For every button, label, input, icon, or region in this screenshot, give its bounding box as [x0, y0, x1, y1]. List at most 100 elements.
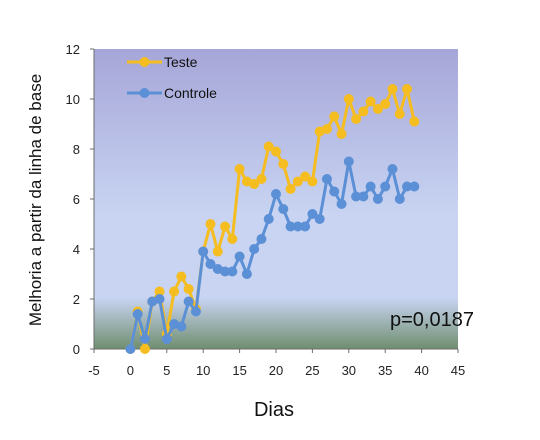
data-point-controle [365, 181, 376, 192]
x-tick-label: 0 [127, 363, 134, 378]
data-point-teste [183, 284, 194, 294]
data-point-teste [351, 114, 362, 124]
data-point-controle [161, 334, 172, 344]
data-point-teste [394, 109, 405, 119]
axes: -5 0 5 10 15 20 25 30 35 40 45 0 2 4 6 8 10 12 [66, 42, 466, 378]
legend-item-controle: Controle [127, 85, 217, 101]
data-point-controle [285, 221, 296, 232]
x-tick-label: -5 [88, 363, 100, 378]
data-point-teste [321, 124, 332, 134]
data-point-teste [380, 99, 391, 109]
data-point-controle [205, 259, 216, 269]
data-point-controle [336, 199, 347, 209]
data-point-controle [292, 221, 303, 232]
data-point-teste [372, 104, 383, 114]
data-point-controle [132, 309, 143, 319]
y-tick-label: 4 [73, 242, 80, 257]
data-point-controle [125, 344, 136, 354]
data-point-teste [402, 84, 413, 94]
x-tick-label: 15 [232, 363, 246, 378]
series-controle [125, 156, 420, 354]
legend-item-teste: Teste [127, 54, 198, 70]
data-point-teste [249, 179, 260, 189]
data-point-controle [176, 321, 187, 332]
data-point-teste [220, 221, 231, 232]
data-point-controle [402, 181, 413, 192]
data-point-teste [278, 159, 289, 169]
data-point-teste [227, 234, 238, 244]
y-tick-label: 8 [73, 142, 80, 157]
data-point-teste [205, 219, 216, 229]
data-point-teste [263, 141, 274, 152]
data-point-controle [234, 251, 245, 262]
data-point-teste [212, 246, 223, 257]
data-point-controle [198, 246, 209, 257]
data-point-controle [241, 269, 252, 279]
data-point-controle [343, 156, 354, 167]
x-tick-label: 45 [451, 363, 465, 378]
data-point-controle [190, 306, 201, 317]
x-tick-label: 25 [305, 363, 319, 378]
legend-swatch-marker [139, 88, 150, 98]
y-tick-label: 0 [73, 342, 80, 357]
data-point-controle [387, 164, 398, 174]
data-point-controle [278, 204, 289, 214]
data-point-controle [300, 221, 311, 232]
legend-label: Controle [164, 85, 217, 101]
data-point-controle [139, 334, 150, 344]
data-point-controle [271, 189, 281, 199]
x-tick-label: 30 [342, 363, 356, 378]
data-point-teste [139, 344, 150, 354]
x-tick-label: 40 [414, 363, 428, 378]
data-point-controle [183, 296, 194, 307]
data-point-teste [154, 286, 165, 297]
x-tick-label: 5 [163, 363, 170, 378]
data-point-controle [351, 191, 362, 202]
data-point-teste [343, 94, 354, 104]
legend-label: Teste [164, 54, 198, 70]
data-point-controle [220, 266, 231, 277]
data-point-teste [409, 116, 420, 127]
y-tick-label: 2 [73, 292, 80, 307]
data-point-teste [358, 106, 369, 117]
data-point-teste [169, 286, 180, 297]
data-point-teste [387, 84, 398, 94]
data-point-controle [321, 174, 332, 184]
data-point-teste [292, 176, 303, 187]
data-point-controle [358, 191, 369, 202]
data-point-teste [365, 96, 376, 107]
data-point-teste [234, 164, 245, 174]
x-axis-label: Dias [254, 399, 294, 421]
data-point-controle [249, 244, 260, 254]
data-point-teste [307, 176, 318, 187]
data-point-teste [336, 129, 347, 139]
data-point-teste [300, 171, 311, 182]
data-point-teste [271, 146, 281, 157]
y-tick-label: 12 [66, 42, 80, 57]
data-point-controle [256, 234, 267, 244]
x-tick-label: 10 [196, 363, 210, 378]
data-point-teste [285, 184, 296, 194]
data-point-controle [314, 214, 325, 224]
legend: Teste Controle [127, 54, 217, 101]
y-axis-label: Melhoria a partir da linha de base [26, 74, 45, 326]
data-point-controle [154, 294, 165, 304]
data-point-controle [380, 181, 391, 192]
data-point-controle [307, 209, 318, 219]
p-value-annotation: p=0,0187 [390, 309, 474, 331]
data-point-teste [329, 111, 340, 122]
data-point-controle [394, 194, 405, 204]
data-point-controle [227, 266, 238, 277]
data-point-controle [372, 194, 383, 204]
data-point-controle [329, 186, 340, 197]
series-layer [125, 84, 420, 354]
data-point-teste [176, 271, 187, 282]
legend-swatch-marker [139, 57, 150, 67]
data-point-controle [263, 214, 274, 224]
x-tick-label: 35 [378, 363, 392, 378]
data-point-teste [256, 174, 267, 184]
y-tick-label: 10 [66, 92, 80, 107]
data-point-controle [409, 181, 420, 192]
